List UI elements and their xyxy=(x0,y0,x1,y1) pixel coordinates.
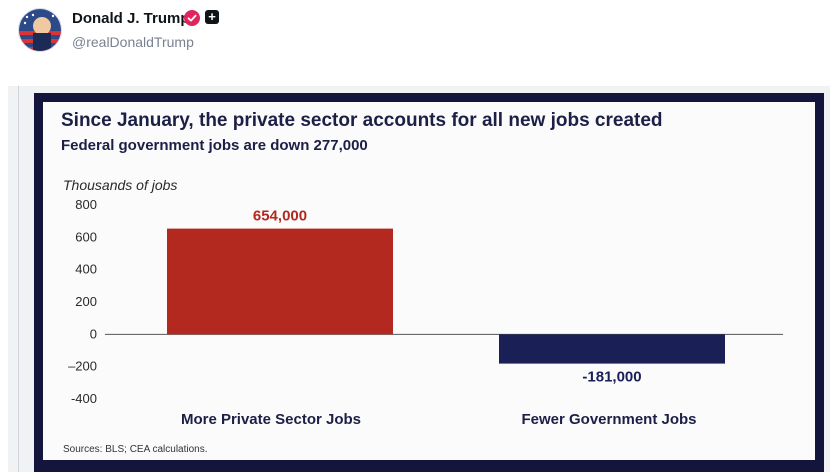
user-handle[interactable]: @realDonaldTrump xyxy=(72,34,194,50)
bar xyxy=(167,228,393,335)
verified-badge-icon xyxy=(184,10,200,26)
y-tick-label: 600 xyxy=(75,229,97,244)
image-edge xyxy=(18,86,19,472)
avatar-image-icon xyxy=(19,9,61,51)
y-tick-label: 800 xyxy=(75,197,97,212)
avatar[interactable] xyxy=(18,8,62,52)
x-category-label: More Private Sector Jobs xyxy=(181,411,361,428)
chart-slide-frame: Since January, the private sector accoun… xyxy=(34,93,824,472)
y-axis-title: Thousands of jobs xyxy=(63,177,178,193)
display-name[interactable]: Donald J. Trump xyxy=(72,10,190,27)
y-tick-label: -400 xyxy=(71,391,97,406)
bar xyxy=(499,334,725,364)
chart-subtitle: Federal government jobs are down 277,000 xyxy=(61,137,368,154)
y-tick-label: 400 xyxy=(75,262,97,277)
data-label: 654,000 xyxy=(253,208,307,225)
chart-title: Since January, the private sector accoun… xyxy=(61,110,663,131)
y-tick-label: 200 xyxy=(75,294,97,309)
y-tick-label: 0 xyxy=(90,326,97,341)
chart-source: Sources: BLS; CEA calculations. xyxy=(63,444,208,455)
x-category-label: Fewer Government Jobs xyxy=(521,411,696,428)
post-image[interactable]: Since January, the private sector accoun… xyxy=(8,86,830,472)
chart-slide: Since January, the private sector accoun… xyxy=(43,102,815,460)
data-label: -181,000 xyxy=(582,369,641,386)
post-header: Donald J. Trump + @realDonaldTrump xyxy=(0,0,838,86)
y-tick-label: –200 xyxy=(68,359,97,374)
bar-chart: 800 600 400 200 0 –200 -400 654,000 More Private… xyxy=(68,197,783,428)
plus-square-icon[interactable]: + xyxy=(205,10,219,24)
